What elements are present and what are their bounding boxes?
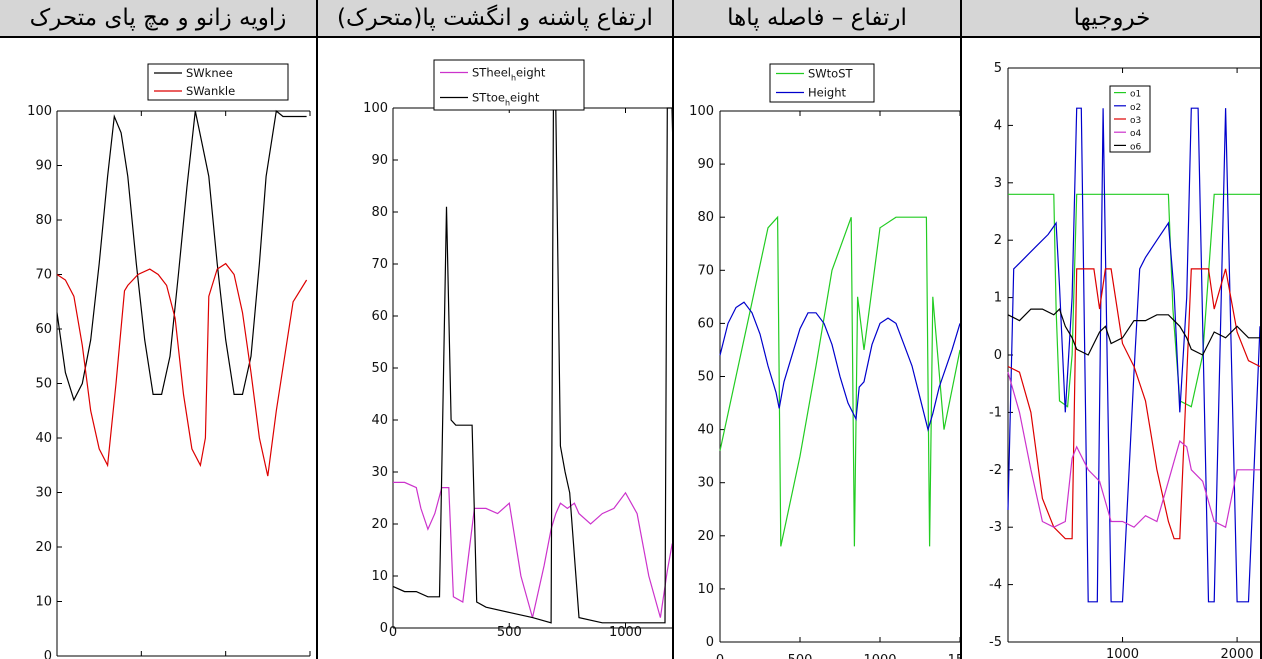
y-tick-label: 30 — [35, 486, 52, 501]
legend-label: Height — [808, 86, 847, 100]
legend-box — [769, 63, 875, 103]
legend: SWknee SWankle — [147, 63, 289, 101]
table-right-border — [1260, 0, 1262, 659]
panel-height-distance: ارتفاع – فاصله پاها 0 10 20 30 40 50 60 70 80 90 1… — [672, 0, 960, 659]
panel-knee-ankle-angle: زاویه زانو و مچ پای متحرک 0 10 20 30 40 50 60 7… — [0, 0, 316, 659]
x-tick-label: 150 — [948, 653, 960, 659]
legend-label: SWankle — [186, 84, 235, 98]
y-tick-label: 20 — [697, 529, 714, 544]
series-line-stheel-height — [393, 481, 672, 618]
y-tick-label: 90 — [697, 157, 714, 172]
y-tick-label: 20 — [35, 540, 52, 555]
x-tick-label: 1000 — [609, 625, 642, 640]
panel-header: خروجیها — [962, 0, 1262, 38]
legend-box — [147, 63, 289, 101]
y-tick-label: -5 — [989, 635, 1002, 650]
y-tick-label: 0 — [706, 635, 714, 650]
chart-knee-ankle: 0102030405060708090100050010001500SWknee… — [27, 63, 311, 659]
series-line-o2 — [1007, 107, 1260, 603]
y-tick-label: 4 — [994, 118, 1002, 133]
panel-outputs: خروجیها -5 -4 -3 -2 -1 0 1 2 3 4 5 1000 2000 o1 o2 o3 o4… — [960, 0, 1262, 659]
chart-outputs: -5 -4 -3 -2 -1 0 1 2 3 4 5 1000 2000 o1 o2 o3 o4 o6 — [989, 61, 1260, 659]
series-line-o3 — [1007, 268, 1260, 540]
panel-header: ارتفاع پاشنه و انگشت پا(متحرک) — [318, 0, 672, 38]
y-tick-label: 40 — [35, 431, 52, 446]
y-tick-label: 90 — [371, 153, 388, 168]
y-tick-label: 5 — [994, 61, 1002, 76]
series-line-o4 — [1007, 372, 1260, 529]
y-tick-label: 0 — [994, 348, 1002, 363]
y-tick-label: 50 — [371, 361, 388, 376]
y-tick-label: 80 — [371, 205, 388, 220]
legend-label: STtoeheight — [472, 91, 540, 108]
y-tick-label: 10 — [35, 595, 52, 610]
y-tick-label: 50 — [697, 370, 714, 385]
x-tick-label: 500 — [788, 653, 813, 659]
x-tick-label: 2000 — [1221, 647, 1254, 659]
y-tick-label: 100 — [27, 104, 52, 119]
y-tick-label: 60 — [371, 309, 388, 324]
chart-height-distance: 010203040506070809010005001000150SWtoSTH… — [689, 63, 960, 659]
y-tick-label: 80 — [697, 210, 714, 225]
y-tick-label: 60 — [35, 322, 52, 337]
legend: SWtoST Height — [769, 63, 875, 103]
x-tick-label: 1000 — [1106, 647, 1139, 659]
y-tick-label: 2 — [994, 233, 1002, 248]
y-tick-label: 70 — [371, 257, 388, 272]
y-tick-label: 3 — [994, 176, 1002, 191]
y-tick-label: 20 — [371, 517, 388, 532]
y-tick-label: -1 — [989, 405, 1002, 420]
series-line-o1 — [1008, 193, 1260, 408]
y-tick-label: -3 — [989, 520, 1002, 535]
y-tick-label: 0 — [380, 621, 388, 636]
y-tick-label: 60 — [697, 316, 714, 331]
y-tick-label: 80 — [35, 213, 52, 228]
y-tick-label: 90 — [35, 159, 52, 174]
y-tick-label: 0 — [44, 649, 52, 659]
series-line-sttoe-height — [392, 107, 672, 624]
y-tick-label: -2 — [989, 463, 1002, 478]
y-tick-label: 40 — [371, 413, 388, 428]
legend-label: o2 — [1130, 103, 1141, 113]
legend-box — [433, 59, 585, 111]
series-line-swankle — [56, 262, 308, 477]
panel-header: زاویه زانو و مچ پای متحرک — [0, 0, 316, 38]
y-tick-label: 70 — [35, 268, 52, 283]
chart-heel-toe: 0102030405060708090100050010001STheelhei… — [363, 59, 672, 640]
y-tick-label: 1 — [994, 291, 1002, 306]
series-line-swknee — [56, 109, 307, 402]
legend-label: o4 — [1130, 129, 1142, 139]
y-tick-label: 100 — [689, 104, 714, 119]
y-tick-label: -4 — [989, 578, 1002, 593]
y-tick-label: 100 — [363, 101, 388, 116]
y-tick-label: 50 — [35, 377, 52, 392]
legend-label: o6 — [1130, 142, 1142, 152]
legend: STheelheight STtoeheight — [433, 59, 585, 111]
x-tick-label: 1000 — [863, 653, 896, 659]
panel-heel-toe-height: ارتفاع پاشنه و انگشت پا(متحرک) 0 10 20 30 40… — [316, 0, 672, 659]
y-tick-label: 40 — [697, 423, 714, 438]
y-tick-label: 30 — [371, 465, 388, 480]
legend: o1 o2 o3 o4 o6 — [1109, 85, 1151, 153]
y-tick-label: 70 — [697, 263, 714, 278]
x-tick-label: 0 — [716, 653, 724, 659]
x-tick-label: 500 — [497, 625, 522, 640]
legend-label: o1 — [1130, 90, 1141, 100]
y-tick-label: 10 — [371, 569, 388, 584]
y-tick-label: 30 — [697, 476, 714, 491]
legend-label: STheelheight — [472, 66, 546, 83]
legend-label: SWknee — [186, 66, 233, 80]
panel-header: ارتفاع – فاصله پاها — [674, 0, 960, 38]
series-line-o6 — [1007, 307, 1260, 356]
legend-label: SWtoST — [808, 67, 854, 81]
series-line-swtost — [719, 215, 960, 547]
y-tick-label: 10 — [697, 582, 714, 597]
x-tick-label: 0 — [389, 625, 397, 640]
series-line-height — [719, 301, 960, 432]
legend-label: o3 — [1130, 116, 1141, 126]
